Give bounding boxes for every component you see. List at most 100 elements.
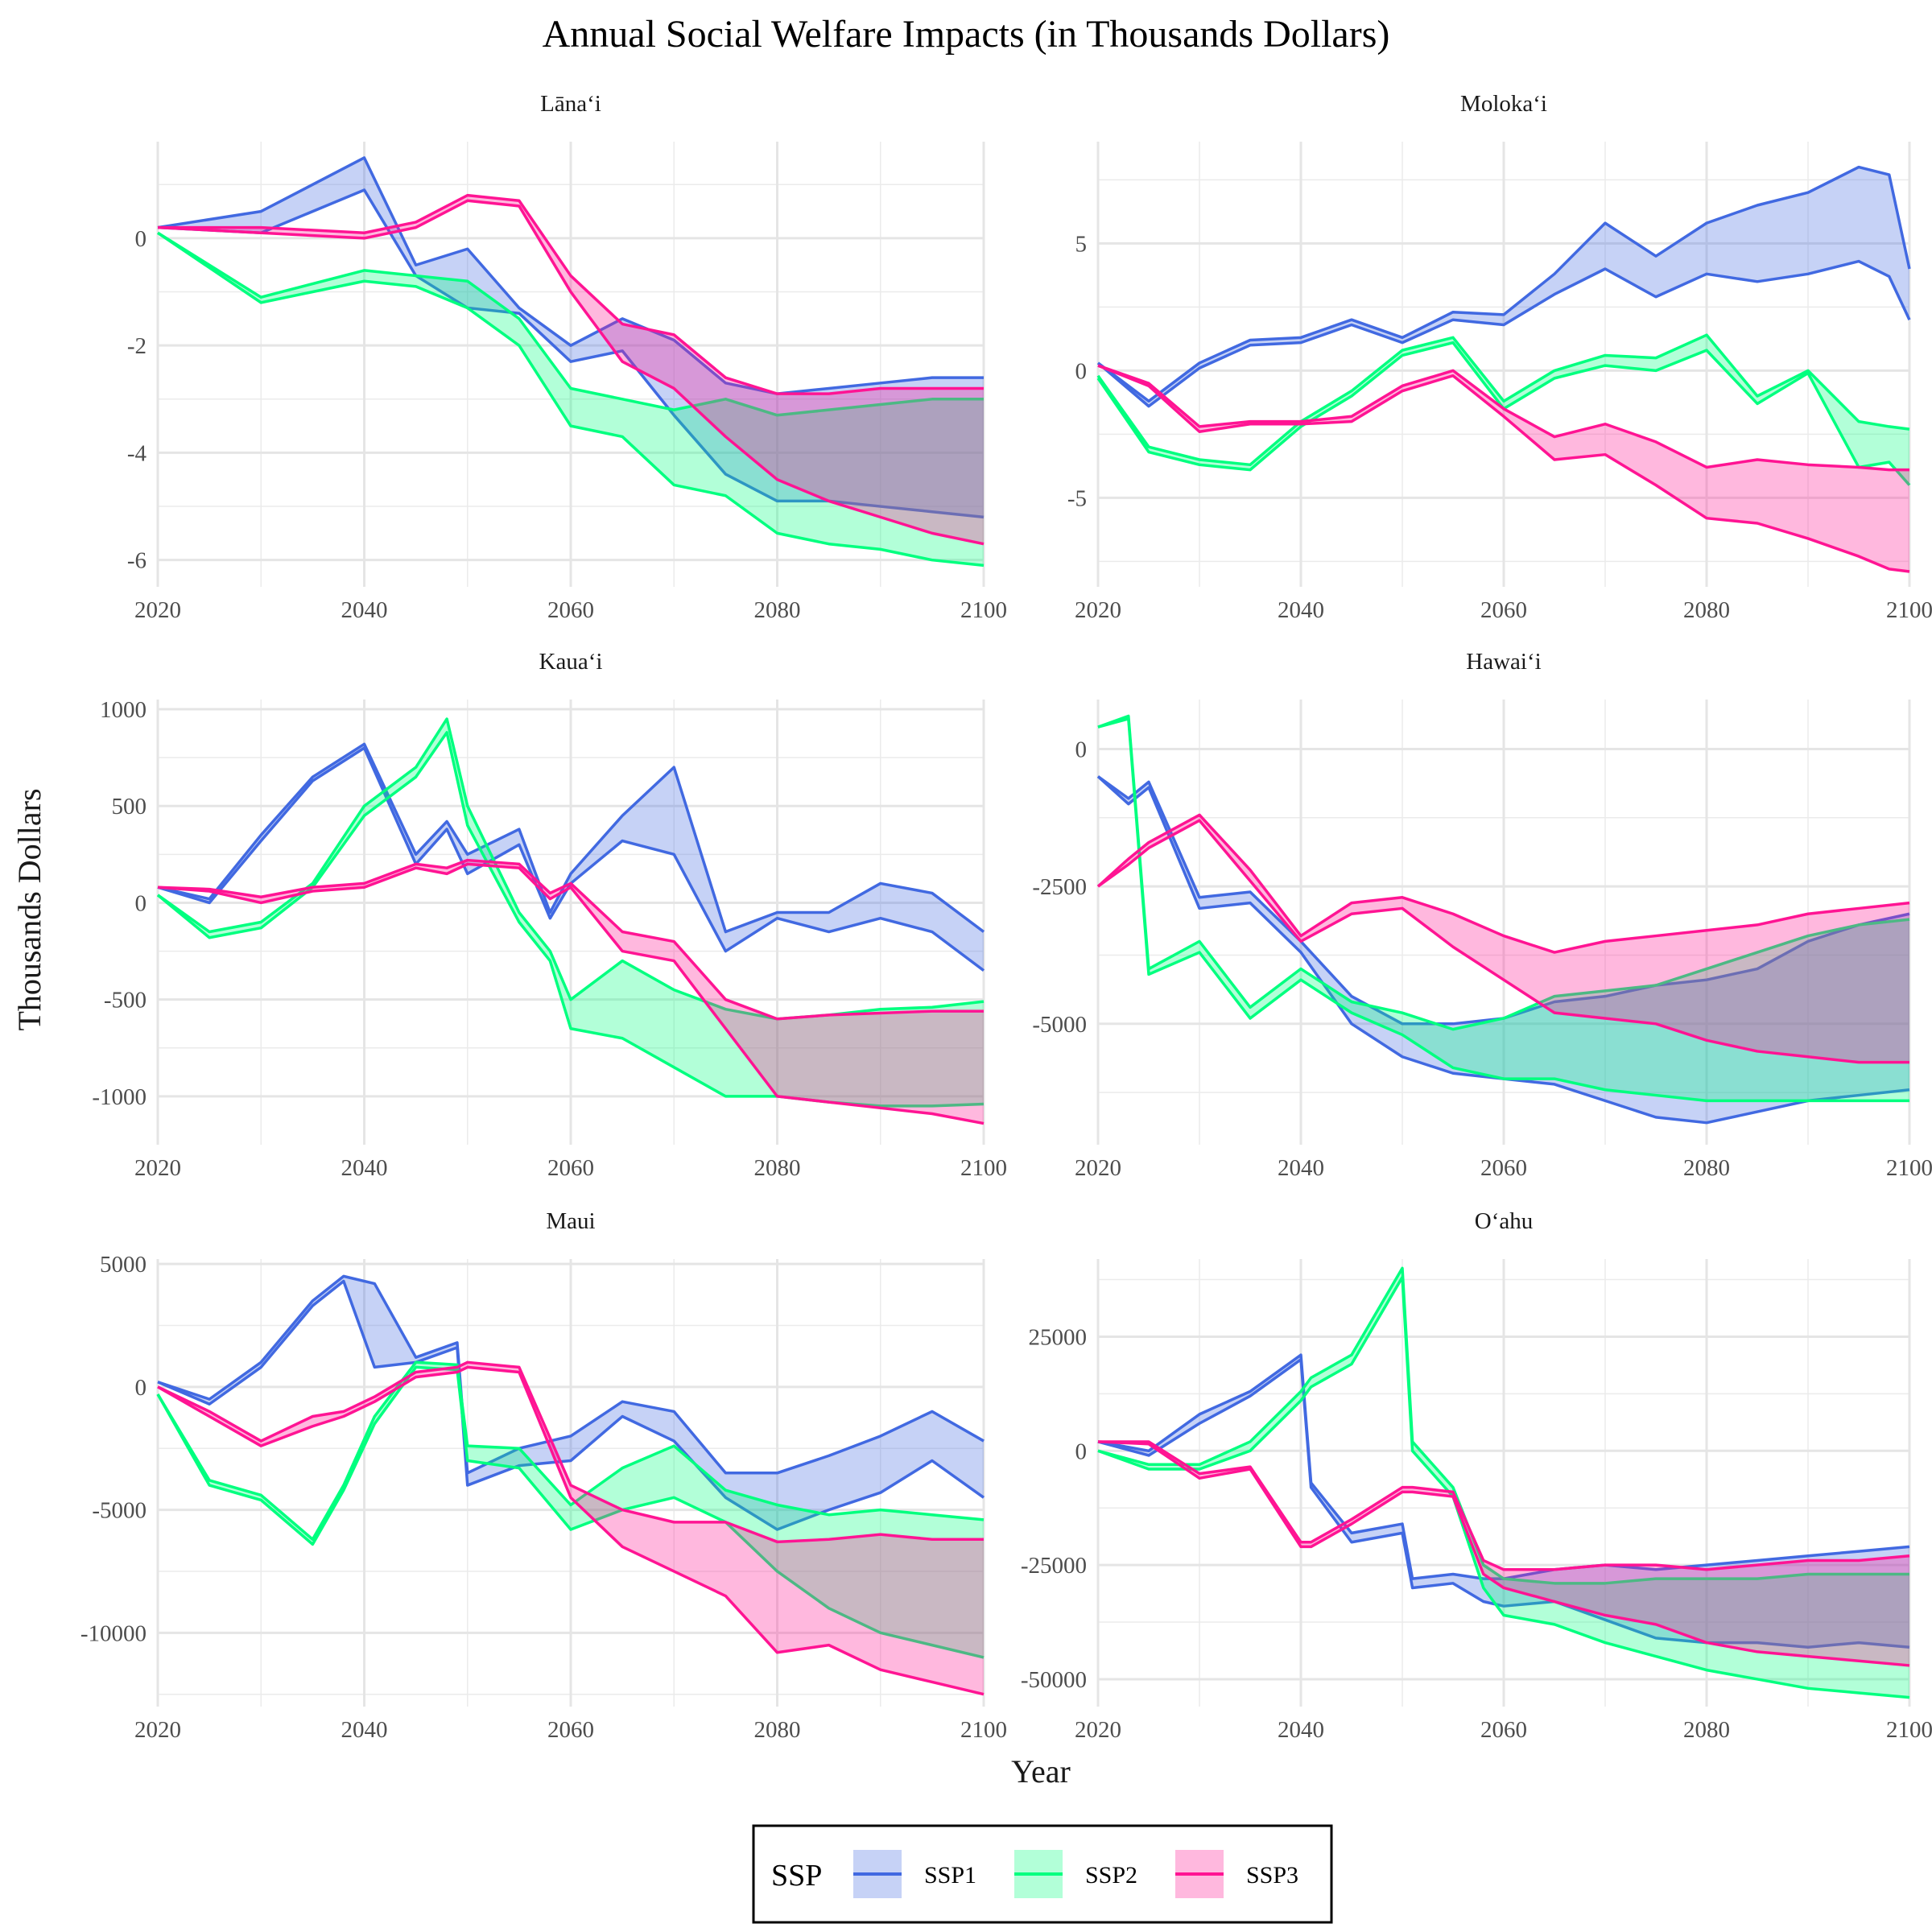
panel-3-y-tick-label: 500 <box>112 794 147 819</box>
panel-4-ssp1-upper-line <box>1096 775 1910 1026</box>
panel-3-y-tick-label: 0 <box>135 890 147 916</box>
panel-5-y-tick-label: -5000 <box>92 1498 147 1524</box>
panel-2-ssp1-ribbon <box>1098 167 1909 407</box>
panel-5-ssp1-lower-line <box>157 1279 985 1531</box>
legend-title: SSP <box>771 1859 822 1893</box>
panel-6-y-tick-label: 0 <box>1075 1439 1088 1464</box>
panel-6-y-tick-label: -50000 <box>1021 1667 1087 1693</box>
panel-5-x-tick-label: 2020 <box>134 1717 181 1743</box>
panel-3-ssp1-lower-line <box>157 746 985 972</box>
panel-1-ssp1-ribbon <box>158 157 984 518</box>
panel-6-ssp2-lower-line <box>1097 1275 1910 1699</box>
panel-3-x-tick-label: 2080 <box>754 1155 801 1181</box>
panel-3-ssp3-lower-line <box>157 862 985 1125</box>
panel-2: Moloka‘i 2020 2040 2060 2080 2100 5 0 -5 <box>1067 91 1932 623</box>
panel-4-y-tick-label: -2500 <box>1032 874 1087 900</box>
panel-6-y-tick-label: 25000 <box>1029 1324 1088 1350</box>
panel-1-y-tick-label: -6 <box>127 548 147 574</box>
panel-5-ssp3-upper-line <box>157 1360 984 1544</box>
panel-3-x-tick-label: 2100 <box>960 1155 1007 1181</box>
panel-3-ssp3-upper-line <box>157 858 984 1021</box>
panel-4-y-tick-label: 0 <box>1075 737 1088 762</box>
panel-4-ssp1-ribbon <box>1098 776 1909 1123</box>
panel-1-ssp3-lower-line <box>157 199 985 546</box>
panel-1-ssp1-upper-line <box>157 156 984 395</box>
panel-1: Lāna‘i 2020 2040 2060 2080 2100 0 -2 -4 -6 <box>127 91 1007 623</box>
panel-2-ssp3-lower-line <box>1097 364 1910 573</box>
panel-2-strip-label: Moloka‘i <box>1460 91 1547 117</box>
panel-1-ssp2-ribbon <box>158 233 984 566</box>
panel-4: Hawai‘i 2020 2040 2060 2080 2100 0 -2500 -5000 <box>1032 649 1932 1181</box>
y-axis-label: Thousands Dollars <box>11 788 47 1030</box>
panel-3-ssp3-ribbon <box>158 860 984 1124</box>
panel-6-x-tick-label: 2080 <box>1683 1717 1730 1743</box>
panel-4-ssp2-upper-line <box>1097 714 1910 1031</box>
panel-3-x-tick-label: 2020 <box>134 1155 181 1181</box>
panel-5-x-tick-label: 2040 <box>341 1717 388 1743</box>
panel-2-ssp3-ribbon <box>1098 365 1909 572</box>
panel-1-x-tick-label: 2020 <box>134 597 181 623</box>
panel-3-strip-label: Kaua‘i <box>539 649 603 675</box>
panel-5: Maui 2020 2040 2060 2080 2100 5000 0 -5000 -10000 <box>80 1208 1007 1743</box>
panel-4-x-tick-label: 2040 <box>1278 1155 1324 1181</box>
panel-5-x-tick-label: 2060 <box>547 1717 594 1743</box>
panel-5-x-tick-label: 2100 <box>960 1717 1007 1743</box>
panel-1-ssp3-ribbon <box>158 195 984 544</box>
legend-entries: SSP1 SSP2 SSP3 <box>853 1850 1298 1898</box>
panel-2-ssp3-upper-line <box>1097 364 1909 472</box>
panel-2-x-tick-label: 2040 <box>1278 597 1324 623</box>
panel-4-x-tick-label: 2080 <box>1683 1155 1730 1181</box>
panel-3-y-tick-label: 1000 <box>100 697 147 723</box>
panel-2-ssp2-upper-line <box>1096 333 1910 467</box>
panel-1-y-tick-label: -4 <box>127 440 147 466</box>
panel-4-x-tick-label: 2100 <box>1886 1155 1932 1181</box>
panel-5-strip-label: Maui <box>546 1208 595 1234</box>
panel-6-ssp2-ribbon <box>1098 1268 1909 1698</box>
panel-1-ssp1-lower-line <box>157 188 985 519</box>
panel-3-y-tick-label: -500 <box>104 988 147 1013</box>
panel-3-ssp1-upper-line <box>157 742 985 934</box>
panel-6-ssp1-upper-line <box>1097 1353 1910 1580</box>
panel-1-strip-label: Lāna‘i <box>540 91 601 117</box>
panel-6: O‘ahu 2020 2040 2060 2080 2100 25000 0 -25000 -50… <box>1021 1208 1932 1743</box>
panel-1-x-tick-label: 2060 <box>547 597 594 623</box>
panel-6-x-tick-label: 2020 <box>1075 1717 1121 1743</box>
panel-6-ssp3-ribbon <box>1098 1441 1909 1666</box>
panel-4-ssp3-ribbon <box>1098 815 1909 1063</box>
panel-3: Kaua‘i 2020 2040 2060 2080 2100 1000 500 0 -500 -1… <box>92 649 1007 1181</box>
panel-2-ssp2-lower-line <box>1096 341 1911 486</box>
panel-4-x-tick-label: 2060 <box>1480 1155 1527 1181</box>
panel-1-y-tick-label: -2 <box>127 333 147 359</box>
panel-3-x-tick-label: 2060 <box>547 1155 594 1181</box>
legend-ssp3-label: SSP3 <box>1246 1862 1298 1889</box>
panel-5-y-tick-label: -10000 <box>80 1620 147 1646</box>
chart-title: Annual Social Welfare Impacts (in Thousa… <box>543 13 1390 56</box>
panel-5-y-tick-label: 5000 <box>100 1252 147 1278</box>
panel-6-strip-label: O‘ahu <box>1475 1208 1533 1234</box>
panel-4-ssp2-ribbon <box>1098 716 1909 1101</box>
panel-5-ssp2-upper-line <box>156 1360 985 1542</box>
panel-4-strip-label: Hawai‘i <box>1466 649 1541 675</box>
panel-4-y-tick-label: -5000 <box>1032 1012 1087 1038</box>
panel-2-y-tick-label: 0 <box>1075 358 1088 384</box>
legend: SSP SSP1 SSP2 SSP3 <box>752 1824 1333 1924</box>
panel-6-ssp3-upper-line <box>1098 1440 1910 1571</box>
panel-6-ssp1-ribbon <box>1098 1355 1909 1648</box>
panel-6-ssp3-lower-line <box>1097 1440 1910 1667</box>
panel-3-y-tick-label: -1000 <box>92 1084 147 1110</box>
panel-2-x-tick-label: 2020 <box>1075 597 1121 623</box>
panel-4-x-tick-label: 2020 <box>1075 1155 1121 1181</box>
panel-1-ssp2-upper-line <box>157 231 984 417</box>
panel-4-ssp1-lower-line <box>1096 775 1910 1125</box>
panel-2-y-tick-label: -5 <box>1067 485 1087 511</box>
facet-panels: Lāna‘i 2020 2040 2060 2080 2100 0 -2 -4 -6 Moloka‘… <box>80 91 1932 1743</box>
panel-6-x-tick-label: 2100 <box>1886 1717 1932 1743</box>
panel-6-y-tick-label: -25000 <box>1021 1553 1087 1579</box>
panel-2-y-tick-label: 5 <box>1075 231 1088 257</box>
panel-4-ssp3-upper-line <box>1096 813 1910 954</box>
panel-6-x-tick-label: 2060 <box>1480 1717 1527 1743</box>
panel-1-x-tick-label: 2100 <box>960 597 1007 623</box>
panel-5-y-tick-label: 0 <box>135 1375 147 1401</box>
